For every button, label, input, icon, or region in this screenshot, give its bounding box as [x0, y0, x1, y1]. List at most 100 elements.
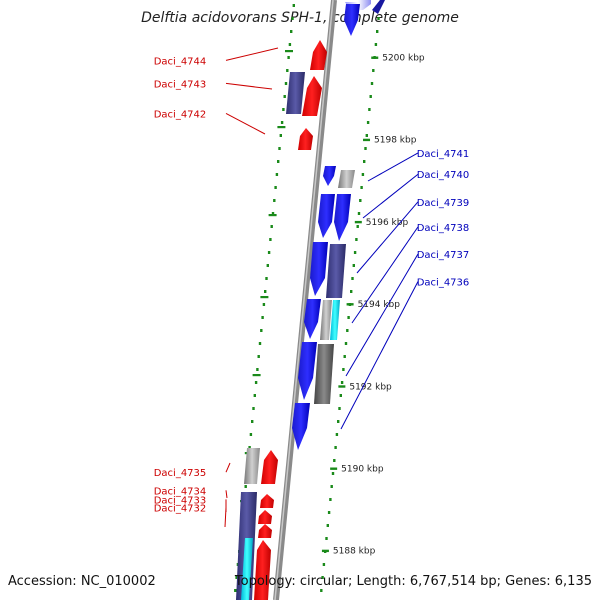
topology-text: Topology: circular; Length: 6,767,514 bp… [234, 574, 592, 589]
track-dot [337, 420, 340, 423]
gene-daci-4732[interactable] [241, 524, 272, 600]
track-dot [271, 212, 275, 215]
label-leader-line [225, 462, 231, 473]
track-dot [369, 95, 372, 98]
track-dash [260, 296, 269, 299]
label-leader-line [356, 201, 419, 274]
track-dot [343, 355, 346, 358]
gene-label: Daci_4732 [154, 504, 207, 515]
gene-daci-4737[interactable] [298, 342, 334, 404]
forward-strand-features [236, 40, 327, 600]
track-dot [252, 407, 255, 410]
track-dot [355, 238, 358, 241]
track-dot [335, 433, 339, 436]
scale-tick [354, 220, 362, 224]
gene-daci-4733[interactable] [258, 510, 272, 524]
track-dot [377, 17, 380, 20]
track-dot [244, 485, 247, 488]
track-dot [256, 368, 259, 371]
track-dot [235, 576, 238, 579]
track-dot [251, 420, 254, 423]
track-dash [277, 126, 286, 129]
track-dot [283, 95, 286, 98]
label-leader-line [224, 507, 227, 528]
track-dot [273, 199, 276, 202]
track-dot [364, 147, 367, 150]
gene-label: Daci_4744 [154, 56, 207, 67]
gene-label: Daci_4735 [154, 468, 207, 479]
scale-tick [371, 56, 379, 59]
scale-tick [321, 549, 329, 553]
track-dot [347, 316, 350, 319]
label-leader-line [351, 226, 419, 324]
track-dot [365, 134, 368, 137]
gene-label: Daci_4733 [154, 495, 207, 506]
gene-daci-4739[interactable] [310, 242, 346, 298]
track-dot [359, 199, 362, 202]
track-dot [257, 355, 260, 358]
track-dot [286, 69, 289, 72]
track-dot [262, 303, 266, 306]
track-dot [366, 121, 370, 124]
track-dot [346, 329, 349, 332]
label-leader-line [340, 281, 419, 430]
track-dot [374, 43, 378, 46]
label-leader-line [367, 152, 419, 182]
gene-label: Daci_4736 [417, 278, 470, 289]
track-dot [291, 17, 294, 20]
track-dot [351, 277, 354, 280]
track-dot [361, 173, 365, 176]
label-leader-line [225, 112, 266, 135]
gene-daci-4744[interactable] [310, 40, 327, 70]
gene-label: Daci_4741 [417, 149, 470, 160]
scale-tick [330, 467, 338, 470]
label-leader-line [225, 47, 279, 61]
track-dot [278, 147, 281, 150]
track-dot [292, 4, 295, 7]
top-edge-feature[interactable] [344, 0, 385, 36]
track-dot [370, 82, 374, 85]
gene-label: Daci_4740 [417, 170, 470, 181]
gene-daci-4741[interactable] [323, 166, 355, 188]
reverse-strand-features [292, 0, 385, 450]
track-dot [344, 342, 348, 345]
track-dot [279, 134, 282, 137]
track-dash [252, 374, 261, 377]
track-dot [327, 511, 331, 514]
track-dot [275, 173, 279, 176]
gene-label: Daci_4738 [417, 223, 470, 234]
gene-daci-4736[interactable] [292, 403, 310, 450]
gene-daci-4738[interactable] [304, 299, 340, 340]
track-dot [280, 121, 284, 124]
scale-tick-label: 5188 kbp [333, 547, 376, 557]
track-dash [285, 50, 293, 53]
track-dot [267, 251, 271, 254]
gene-daci-4743[interactable] [286, 72, 322, 116]
gene-label: Daci_4734 [154, 486, 207, 497]
track-dot [261, 316, 264, 319]
accession-text: Accession: NC_010002 [8, 574, 156, 589]
scale-tick-label: 5200 kbp [382, 54, 425, 64]
scale-tick-label: 5192 kbp [349, 382, 392, 392]
gene-daci-4742[interactable] [298, 128, 313, 150]
gene-daci-4740[interactable] [318, 194, 351, 241]
scale-tick-label: 5190 kbp [341, 464, 384, 474]
track-dot [253, 394, 256, 397]
label-leader-line [225, 490, 228, 499]
track-dot [260, 329, 263, 332]
track-dot [334, 446, 337, 449]
gene-label: Daci_4743 [154, 79, 207, 90]
track-dot [339, 394, 342, 397]
track-dot [269, 238, 272, 241]
track-dot [321, 576, 324, 579]
gene-daci-4735[interactable] [244, 448, 278, 484]
track-dash [268, 214, 277, 217]
left-gene-labels: Daci_4744 Daci_4743 Daci_4742 Daci_4735 Daci… [154, 47, 279, 528]
track-dot [352, 264, 355, 267]
track-dot [357, 212, 361, 215]
map-title: Delftia acidovorans SPH-1, complete geno… [141, 10, 459, 26]
track-dot [340, 381, 344, 384]
label-leader-line [345, 253, 419, 377]
track-dot [363, 160, 366, 163]
